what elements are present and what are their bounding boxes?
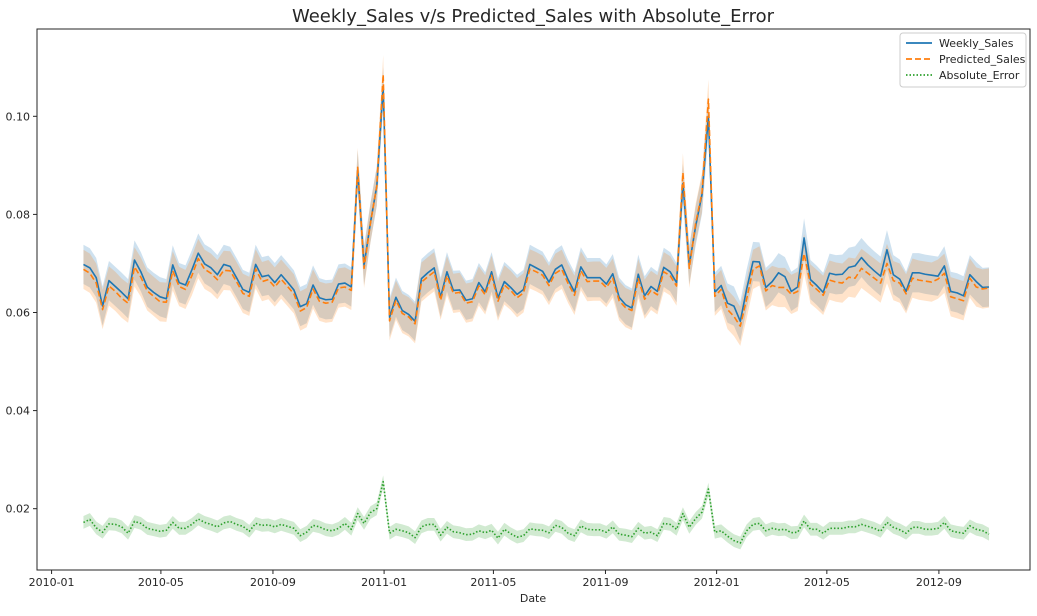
legend: Weekly_Sales Predicted_Sales Absolute_Erro… <box>899 32 1027 88</box>
x-tick-label: 2010-05 <box>138 576 184 589</box>
x-tick-label: 2011-05 <box>470 576 516 589</box>
confidence-bands <box>83 55 989 550</box>
y-axis: 0.02 0.04 0.06 0.08 0.10 <box>6 110 37 516</box>
x-axis: 2010-01 2010-05 2010-09 2011-01 2011-05 2011-… <box>29 570 962 589</box>
x-tick-label: 2010-01 <box>29 576 75 589</box>
absolute-error-band <box>83 475 989 550</box>
x-tick-label: 2012-05 <box>804 576 850 589</box>
plot-frame <box>36 28 1031 571</box>
x-tick-label: 2012-01 <box>694 576 740 589</box>
legend-label-absolute-error: Absolute_Error <box>939 69 1020 82</box>
x-tick-label: 2010-09 <box>250 576 296 589</box>
series-lines <box>83 73 990 544</box>
x-axis-label: Date <box>520 592 547 605</box>
weekly-sales-line <box>83 86 990 323</box>
x-tick-label: 2011-09 <box>582 576 628 589</box>
legend-label-weekly-sales: Weekly_Sales <box>939 37 1014 50</box>
legend-box <box>899 32 1027 88</box>
x-tick-label: 2012-09 <box>916 576 962 589</box>
predicted-sales-band <box>83 55 989 346</box>
predicted-sales-line <box>83 73 990 328</box>
weekly-sales-band <box>83 67 989 341</box>
y-tick-label: 0.04 <box>6 405 31 418</box>
absolute-error-line <box>83 480 990 544</box>
legend-label-predicted-sales: Predicted_Sales <box>939 53 1026 66</box>
y-tick-label: 0.02 <box>6 503 31 516</box>
chart-title: Weekly_Sales v/s Predicted_Sales with Ab… <box>292 6 775 27</box>
y-tick-label: 0.08 <box>6 208 31 221</box>
x-tick-label: 2011-01 <box>361 576 407 589</box>
y-tick-label: 0.10 <box>6 110 31 123</box>
y-tick-label: 0.06 <box>6 306 31 319</box>
